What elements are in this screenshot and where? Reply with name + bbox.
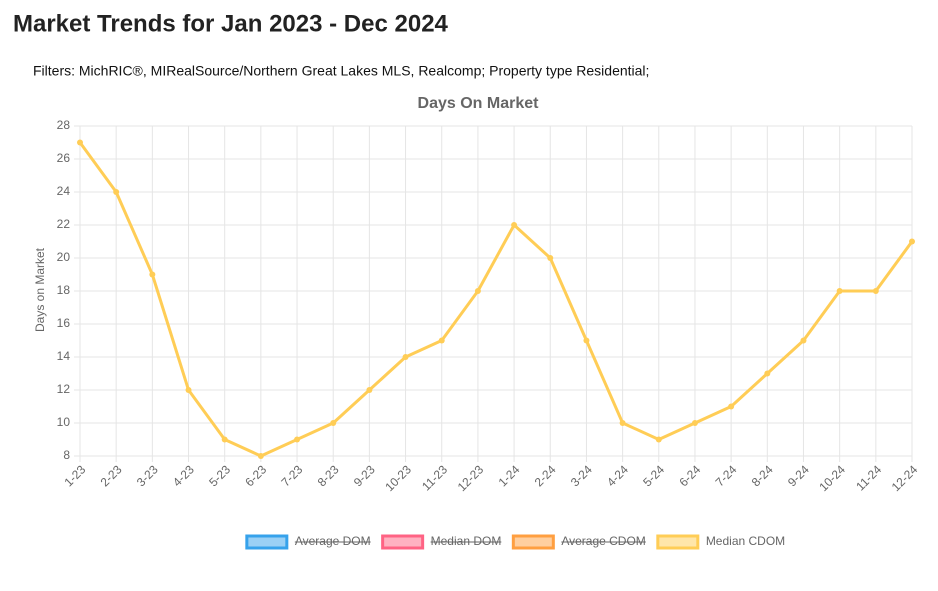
y-tick-label: 16 xyxy=(57,316,71,330)
x-tick-label: 5-24 xyxy=(640,462,667,489)
data-point xyxy=(872,288,879,294)
x-tick-label: 8-23 xyxy=(315,462,342,489)
data-point xyxy=(474,288,481,294)
x-tick-label: 9-23 xyxy=(351,462,378,489)
legend-label: Median DOM xyxy=(431,534,502,548)
data-point xyxy=(728,403,735,410)
x-tick-label: 9-24 xyxy=(785,462,812,489)
y-axis-label: Days on Market xyxy=(33,247,47,332)
data-point xyxy=(402,354,409,360)
x-tick-label: 12-24 xyxy=(889,462,921,494)
data-point xyxy=(366,387,373,393)
legend-swatch xyxy=(245,534,289,550)
data-point xyxy=(330,420,337,426)
data-point xyxy=(691,420,698,426)
legend-swatch xyxy=(381,534,425,550)
x-tick-label: 8-24 xyxy=(749,462,776,489)
y-tick-label: 12 xyxy=(57,382,71,396)
y-tick-label: 24 xyxy=(57,184,71,198)
x-tick-label: 6-23 xyxy=(242,462,269,489)
data-point xyxy=(547,255,554,261)
data-point xyxy=(511,222,518,228)
x-tick-label: 5-23 xyxy=(206,462,233,489)
x-tick-label: 3-23 xyxy=(134,462,161,489)
x-tick-label: 4-23 xyxy=(170,462,197,489)
filters: Filters: MichRIC®, MIRealSource/Northern… xyxy=(33,63,649,79)
data-point xyxy=(909,238,915,245)
data-point xyxy=(619,420,626,426)
data-point xyxy=(836,288,843,294)
x-tick-label: 10-23 xyxy=(382,462,414,494)
x-tick-label: 10-24 xyxy=(816,462,848,494)
data-point xyxy=(655,436,662,443)
data-point xyxy=(149,271,156,278)
x-tick-label: 2-24 xyxy=(532,462,559,489)
x-tick-label: 11-23 xyxy=(419,462,450,493)
y-tick-label: 10 xyxy=(57,415,71,429)
data-point xyxy=(185,387,192,393)
x-tick-label: 4-24 xyxy=(604,462,631,489)
y-tick-label: 22 xyxy=(57,217,71,231)
legend-swatch xyxy=(656,534,700,550)
x-tick-label: 2-23 xyxy=(98,462,125,489)
legend-label: Average DOM xyxy=(295,534,371,548)
page-title: Market Trends for Jan 2023 - Dec 2024 xyxy=(13,10,449,37)
data-point xyxy=(113,189,120,195)
data-line xyxy=(78,141,914,458)
legend: Average DOM Median DOM Average CDOM Median … xyxy=(245,534,785,550)
y-tick-label: 26 xyxy=(57,151,71,165)
chart-title: Days On Market xyxy=(418,95,540,112)
x-tick-label: 1-23 xyxy=(61,462,88,489)
data-point xyxy=(221,436,228,443)
y-tick-label: 14 xyxy=(57,349,71,363)
x-tick-label: 12-23 xyxy=(455,462,487,494)
x-tick-label: 7-24 xyxy=(713,462,740,489)
data-point xyxy=(77,139,83,146)
y-tick-label: 8 xyxy=(63,448,70,462)
y-tick-label: 28 xyxy=(57,118,71,132)
data-point xyxy=(294,436,301,443)
y-tick-label: 20 xyxy=(57,250,71,264)
data-point xyxy=(257,453,264,459)
x-tick-label: 3-24 xyxy=(568,462,595,489)
legend-label: Median CDOM xyxy=(706,534,785,548)
data-point xyxy=(800,337,807,344)
y-tick-label: 18 xyxy=(57,283,71,297)
x-tick-label: 7-23 xyxy=(279,462,306,489)
data-point xyxy=(764,370,771,377)
x-tick-label: 1-24 xyxy=(496,462,523,489)
x-tick-label: 11-24 xyxy=(853,462,884,493)
data-point xyxy=(583,337,590,344)
legend-label: Average CDOM xyxy=(561,534,645,548)
x-tick-label: 6-24 xyxy=(676,462,703,489)
legend-swatch xyxy=(511,534,555,550)
data-point xyxy=(438,337,445,344)
